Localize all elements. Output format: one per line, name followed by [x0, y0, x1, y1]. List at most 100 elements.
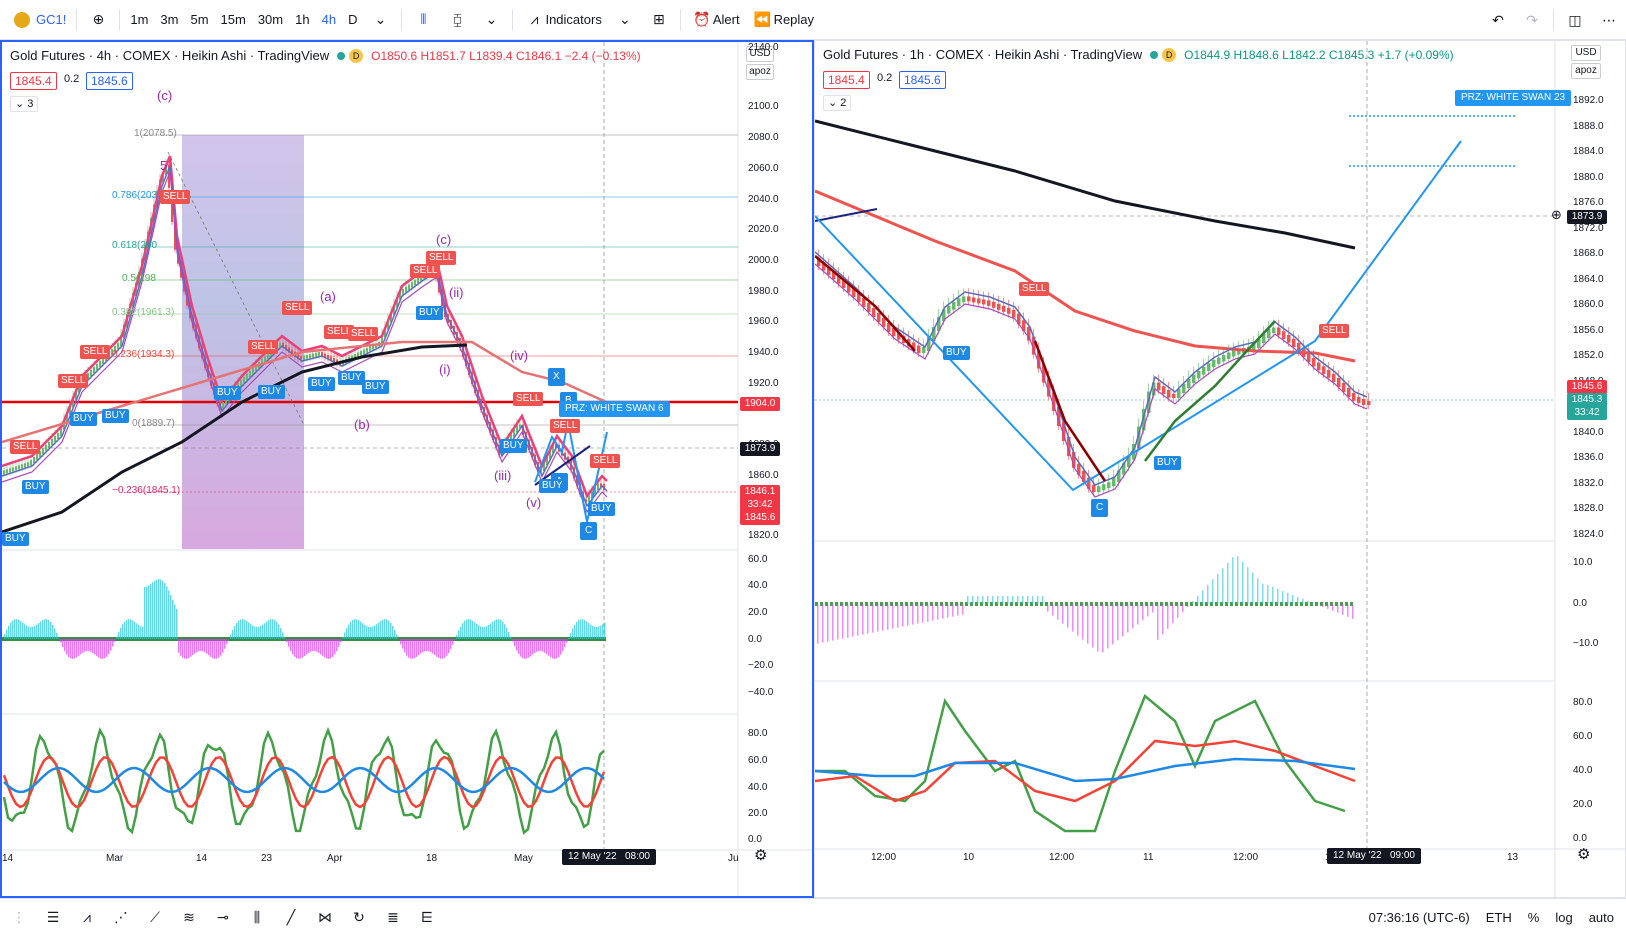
compare-button[interactable]: ⊕: [81, 0, 115, 40]
scale-mode-selector[interactable]: apoz: [746, 64, 774, 80]
select-layout-button[interactable]: ◫: [1558, 0, 1592, 40]
interval-15m[interactable]: 15m: [220, 12, 246, 27]
wave-pattern-icon[interactable]: ⋰: [114, 908, 128, 925]
interval-d[interactable]: D: [348, 12, 358, 27]
fib-spiral-icon[interactable]: ↻: [353, 908, 365, 925]
candle-body: [114, 346, 116, 352]
more-button[interactable]: ⋯: [1592, 0, 1626, 40]
interval-1h[interactable]: 1h: [295, 12, 310, 27]
undo-button[interactable]: ↶: [1481, 0, 1515, 40]
currency-selector[interactable]: USD: [746, 46, 774, 62]
redo-button[interactable]: ↷: [1515, 0, 1549, 40]
osc-histogram-bar: [266, 621, 268, 639]
interval-30m[interactable]: 30m: [257, 12, 284, 27]
osc-histogram-bar: [372, 626, 374, 639]
candle-body: [1197, 370, 1201, 379]
candle-body: [1177, 389, 1181, 398]
parallel-channel-icon[interactable]: ≋: [183, 908, 195, 925]
horizontal-ray-icon[interactable]: ⊸: [217, 908, 229, 925]
scale-mode-selector[interactable]: apoz: [1571, 63, 1601, 79]
auto-toggle[interactable]: auto: [1588, 910, 1614, 925]
osc-histogram-bar: [556, 639, 558, 659]
candle-body: [222, 402, 224, 409]
chart-canvas-4h[interactable]: [2, 42, 812, 896]
buy-price-box[interactable]: 1845.6: [86, 72, 133, 90]
pane1-title: Gold Futures · 4h · COMEX · Heikin Ashi …: [10, 48, 330, 63]
indicators-dropdown[interactable]: ⌄: [608, 0, 642, 40]
symbol-search[interactable]: GC1!: [8, 0, 72, 40]
bar-style-button[interactable]: ⫴: [406, 0, 440, 40]
gann-icon[interactable]: ⋿: [420, 908, 434, 925]
candle-body: [225, 398, 227, 405]
divider: [512, 8, 514, 31]
candle-body: [882, 318, 886, 327]
osc-histogram-bar: [334, 639, 336, 655]
xabcd-pattern-icon[interactable]: ⋈: [318, 908, 332, 925]
indicators-collapse-toggle[interactable]: ⌄ 3: [10, 96, 39, 112]
osc-histogram-bar: [190, 639, 192, 657]
session-toggle[interactable]: ETH: [1485, 910, 1512, 925]
osc-tick: 60.0: [748, 554, 768, 565]
replay-button[interactable]: ⏪ Replay: [746, 0, 820, 40]
interval-dropdown[interactable]: ⌄: [363, 0, 397, 40]
osc-histogram-bar: [1182, 604, 1184, 613]
sell-price-box[interactable]: 1845.4: [10, 72, 57, 90]
candle-style-button[interactable]: ⧮: [440, 0, 474, 40]
candle-body: [315, 352, 317, 357]
price-tick: 2100.0: [748, 101, 779, 112]
time-tick: 12:00: [1233, 852, 1259, 863]
price-tick: 1940.0: [748, 347, 779, 358]
bars-pattern-icon[interactable]: ⫼: [253, 908, 261, 925]
menu-lines-icon[interactable]: ☰: [46, 908, 60, 925]
percent-toggle[interactable]: %: [1527, 910, 1540, 925]
osc-histogram-bar: [1047, 604, 1049, 612]
abc-pattern-icon[interactable]: ⩘: [83, 908, 91, 925]
sell-price-box[interactable]: 1845.4: [823, 71, 870, 89]
interval-1m[interactable]: 1m: [130, 12, 149, 27]
candle-body: [18, 465, 20, 470]
osc-histogram-bar: [1142, 604, 1144, 621]
interval-5m[interactable]: 5m: [190, 12, 209, 27]
fib-retracement-icon[interactable]: ≣: [387, 908, 399, 925]
chart-type-dropdown[interactable]: ⌄: [474, 0, 508, 40]
clock-label[interactable]: 07:36:16 (UTC-6): [1368, 910, 1470, 925]
osc-histogram-bar: [522, 639, 524, 659]
settings-gear-icon[interactable]: ⚙: [1577, 846, 1591, 863]
osc-histogram-bar: [186, 639, 188, 659]
osc-histogram-bar: [292, 639, 294, 655]
layout-button[interactable]: ⊞: [642, 0, 676, 40]
log-toggle[interactable]: log: [1555, 910, 1573, 925]
time-tick: 12:00: [1049, 852, 1075, 863]
osc-histogram-bar: [496, 619, 498, 639]
drag-handle-icon[interactable]: ⋮: [12, 908, 26, 925]
prz-label-1h[interactable]: PRZ: WHITE SWAN 23: [1455, 90, 1572, 106]
chart-canvas-1h[interactable]: [815, 41, 1626, 898]
abc-point-label: X: [548, 368, 565, 386]
settings-gear-icon[interactable]: ⚙: [754, 847, 768, 864]
osc-histogram-bar: [182, 639, 184, 658]
indicators-button[interactable]: ⩘ Indicators: [517, 0, 607, 40]
osc-histogram-bar: [598, 626, 600, 639]
osc-histogram-bar: [204, 639, 206, 653]
osc-histogram-bar: [500, 619, 502, 639]
candle-body: [591, 491, 593, 499]
alert-button[interactable]: ⏰ Alert: [685, 0, 746, 40]
chart-pane-1h[interactable]: Gold Futures · 1h · COMEX · Heikin Ashi …: [814, 40, 1626, 898]
osc-histogram-bar: [532, 639, 534, 655]
add-alert-plus-icon[interactable]: ⊕: [1551, 207, 1562, 222]
osc-histogram-bar: [42, 620, 44, 639]
currency-selector[interactable]: USD: [1571, 45, 1601, 61]
interval-4h[interactable]: 4h: [321, 12, 337, 27]
osc-histogram-bar: [102, 639, 104, 659]
indicators-collapse-toggle[interactable]: ⌄ 2: [823, 95, 852, 111]
interval-3m[interactable]: 3m: [160, 12, 179, 27]
osc-histogram-bar: [164, 583, 166, 639]
prz-label-4h[interactable]: PRZ: WHITE SWAN 6: [559, 401, 670, 417]
buy-signal: BUY: [70, 412, 97, 426]
trendline-icon[interactable]: ⟋: [150, 908, 160, 925]
osc-histogram-bar: [574, 624, 576, 639]
rsi-green-line: [815, 693, 1346, 833]
buy-price-box[interactable]: 1845.6: [899, 71, 946, 89]
chart-pane-4h[interactable]: Gold Futures · 4h · COMEX · Heikin Ashi …: [0, 40, 814, 898]
line-tool-icon[interactable]: ╱: [286, 908, 296, 925]
